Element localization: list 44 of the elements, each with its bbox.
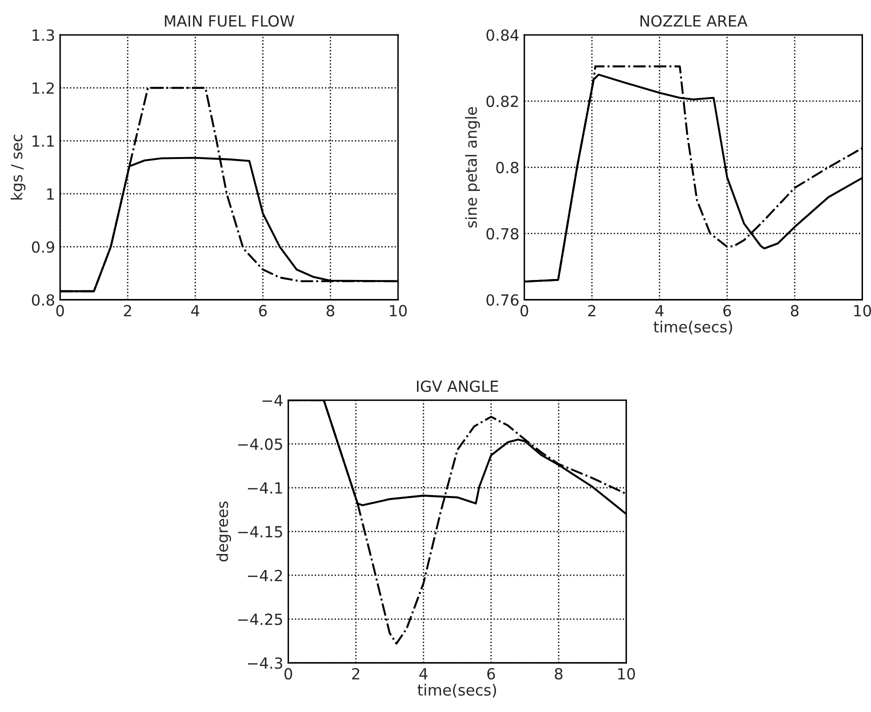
chart-title: MAIN FUEL FLOW — [164, 15, 294, 27]
y-tick-label: 1 — [47, 188, 54, 200]
y-axis-title: kgs / sec — [10, 134, 26, 200]
y-tick-label: −4.1 — [248, 482, 282, 494]
x-tick-label: 0 — [520, 304, 528, 316]
x-tick-label: 6 — [723, 304, 732, 316]
x-axis-title: time(secs) — [654, 320, 732, 334]
x-tick-label: 8 — [790, 304, 799, 316]
x-tick-label: 10 — [854, 304, 871, 316]
y-tick-label: −4.05 — [238, 438, 282, 450]
x-axis-title: time(secs) — [418, 684, 496, 698]
chart-title: NOZZLE AREA — [640, 15, 748, 27]
y-tick-label: 1.1 — [32, 136, 54, 147]
x-tick-label: 10 — [618, 668, 635, 680]
y-tick-label: −4.3 — [248, 657, 282, 669]
y-tick-label: 0.76 — [486, 294, 519, 306]
y-tick-label: −4.15 — [238, 526, 282, 538]
x-tick-label: 2 — [352, 668, 360, 680]
y-tick-label: 0.84 — [486, 29, 519, 41]
x-tick-label: 8 — [554, 668, 562, 680]
x-tick-label: 0 — [284, 668, 292, 680]
x-tick-label: 4 — [191, 305, 200, 316]
y-axis-title: sine petal angle — [465, 107, 480, 228]
x-tick-label: 8 — [326, 304, 334, 316]
y-axis-title: degrees — [216, 502, 232, 562]
x-tick-label: 6 — [259, 304, 267, 316]
x-tick-label: 6 — [487, 668, 495, 680]
y-tick-label: 0.82 — [486, 96, 518, 108]
y-tick-label: 0.8 — [496, 162, 518, 174]
x-tick-label: 0 — [56, 304, 64, 316]
x-tick-label: 4 — [419, 668, 428, 680]
x-tick-label: 2 — [124, 304, 132, 316]
y-tick-label: −4 — [262, 394, 283, 406]
x-tick-label: 2 — [588, 304, 596, 316]
y-tick-label: −4.2 — [248, 570, 282, 582]
x-tick-label: 4 — [655, 305, 664, 316]
chart-title: IGV ANGLE — [417, 380, 498, 392]
y-tick-label: 1.2 — [32, 82, 54, 94]
y-tick-label: 0.78 — [486, 228, 518, 240]
y-tick-label: 1.3 — [32, 29, 54, 41]
x-tick-label: 10 — [390, 304, 407, 316]
y-tick-label: 0.9 — [32, 241, 54, 253]
y-tick-label: 0.8 — [32, 294, 54, 306]
y-tick-label: −4.25 — [238, 614, 282, 626]
